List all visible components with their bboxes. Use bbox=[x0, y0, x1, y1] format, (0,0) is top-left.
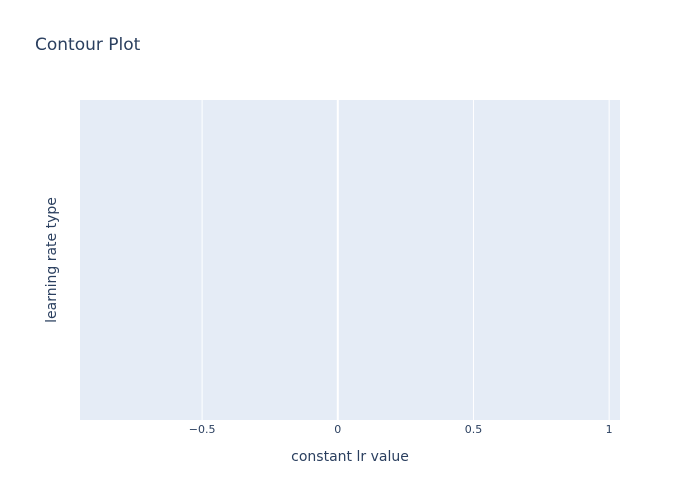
x-tick-label: 0.5 bbox=[465, 423, 483, 436]
x-tick-label: −0.5 bbox=[189, 423, 216, 436]
gridlines bbox=[201, 100, 610, 420]
x-tick-label: 0 bbox=[334, 423, 341, 436]
x-axis-title: constant lr value bbox=[291, 449, 409, 465]
x-axis-ticks: −0.5 0 0.5 1 bbox=[189, 423, 613, 436]
chart-title: Contour Plot bbox=[35, 35, 141, 55]
y-axis-title: learning rate type bbox=[44, 197, 60, 323]
plot-area[interactable] bbox=[80, 100, 620, 420]
x-tick-label: 1 bbox=[606, 423, 613, 436]
